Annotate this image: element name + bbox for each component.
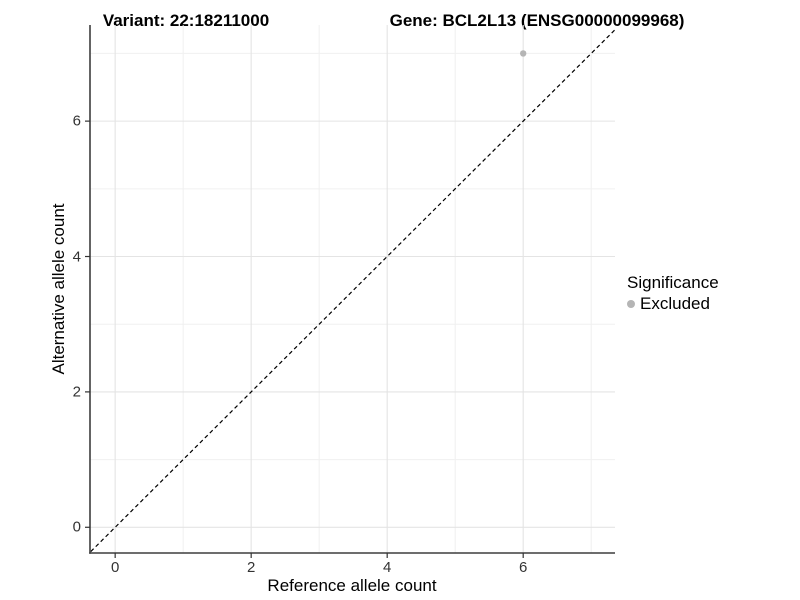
legend-title: Significance xyxy=(627,273,719,292)
y-tick-label: 2 xyxy=(72,383,81,401)
x-tick-label: 0 xyxy=(110,559,120,576)
legend-item-excluded: Excluded xyxy=(627,294,719,313)
y-tick-label: 4 xyxy=(72,248,81,265)
x-tick-label: 4 xyxy=(383,559,392,576)
plot-title-gene: Gene: BCL2L13 (ENSG00000099968) xyxy=(389,11,685,30)
x-tick-label: 2 xyxy=(247,559,256,576)
data-point xyxy=(519,50,527,57)
legend: Significance Excluded xyxy=(627,273,719,313)
x-tick-label: 6 xyxy=(519,559,528,576)
legend-item-label: Excluded xyxy=(640,294,710,313)
plot-title-variant: Variant: 22:18211000 xyxy=(102,11,270,30)
legend-point-icon xyxy=(627,299,635,308)
x-axis-title: Reference allele count xyxy=(267,576,437,595)
identity-dashed-line xyxy=(90,28,615,553)
y-tick-label: 6 xyxy=(72,112,81,130)
y-tick-label: 0 xyxy=(72,518,81,536)
y-axis-title: Alternative allele count xyxy=(49,203,68,375)
